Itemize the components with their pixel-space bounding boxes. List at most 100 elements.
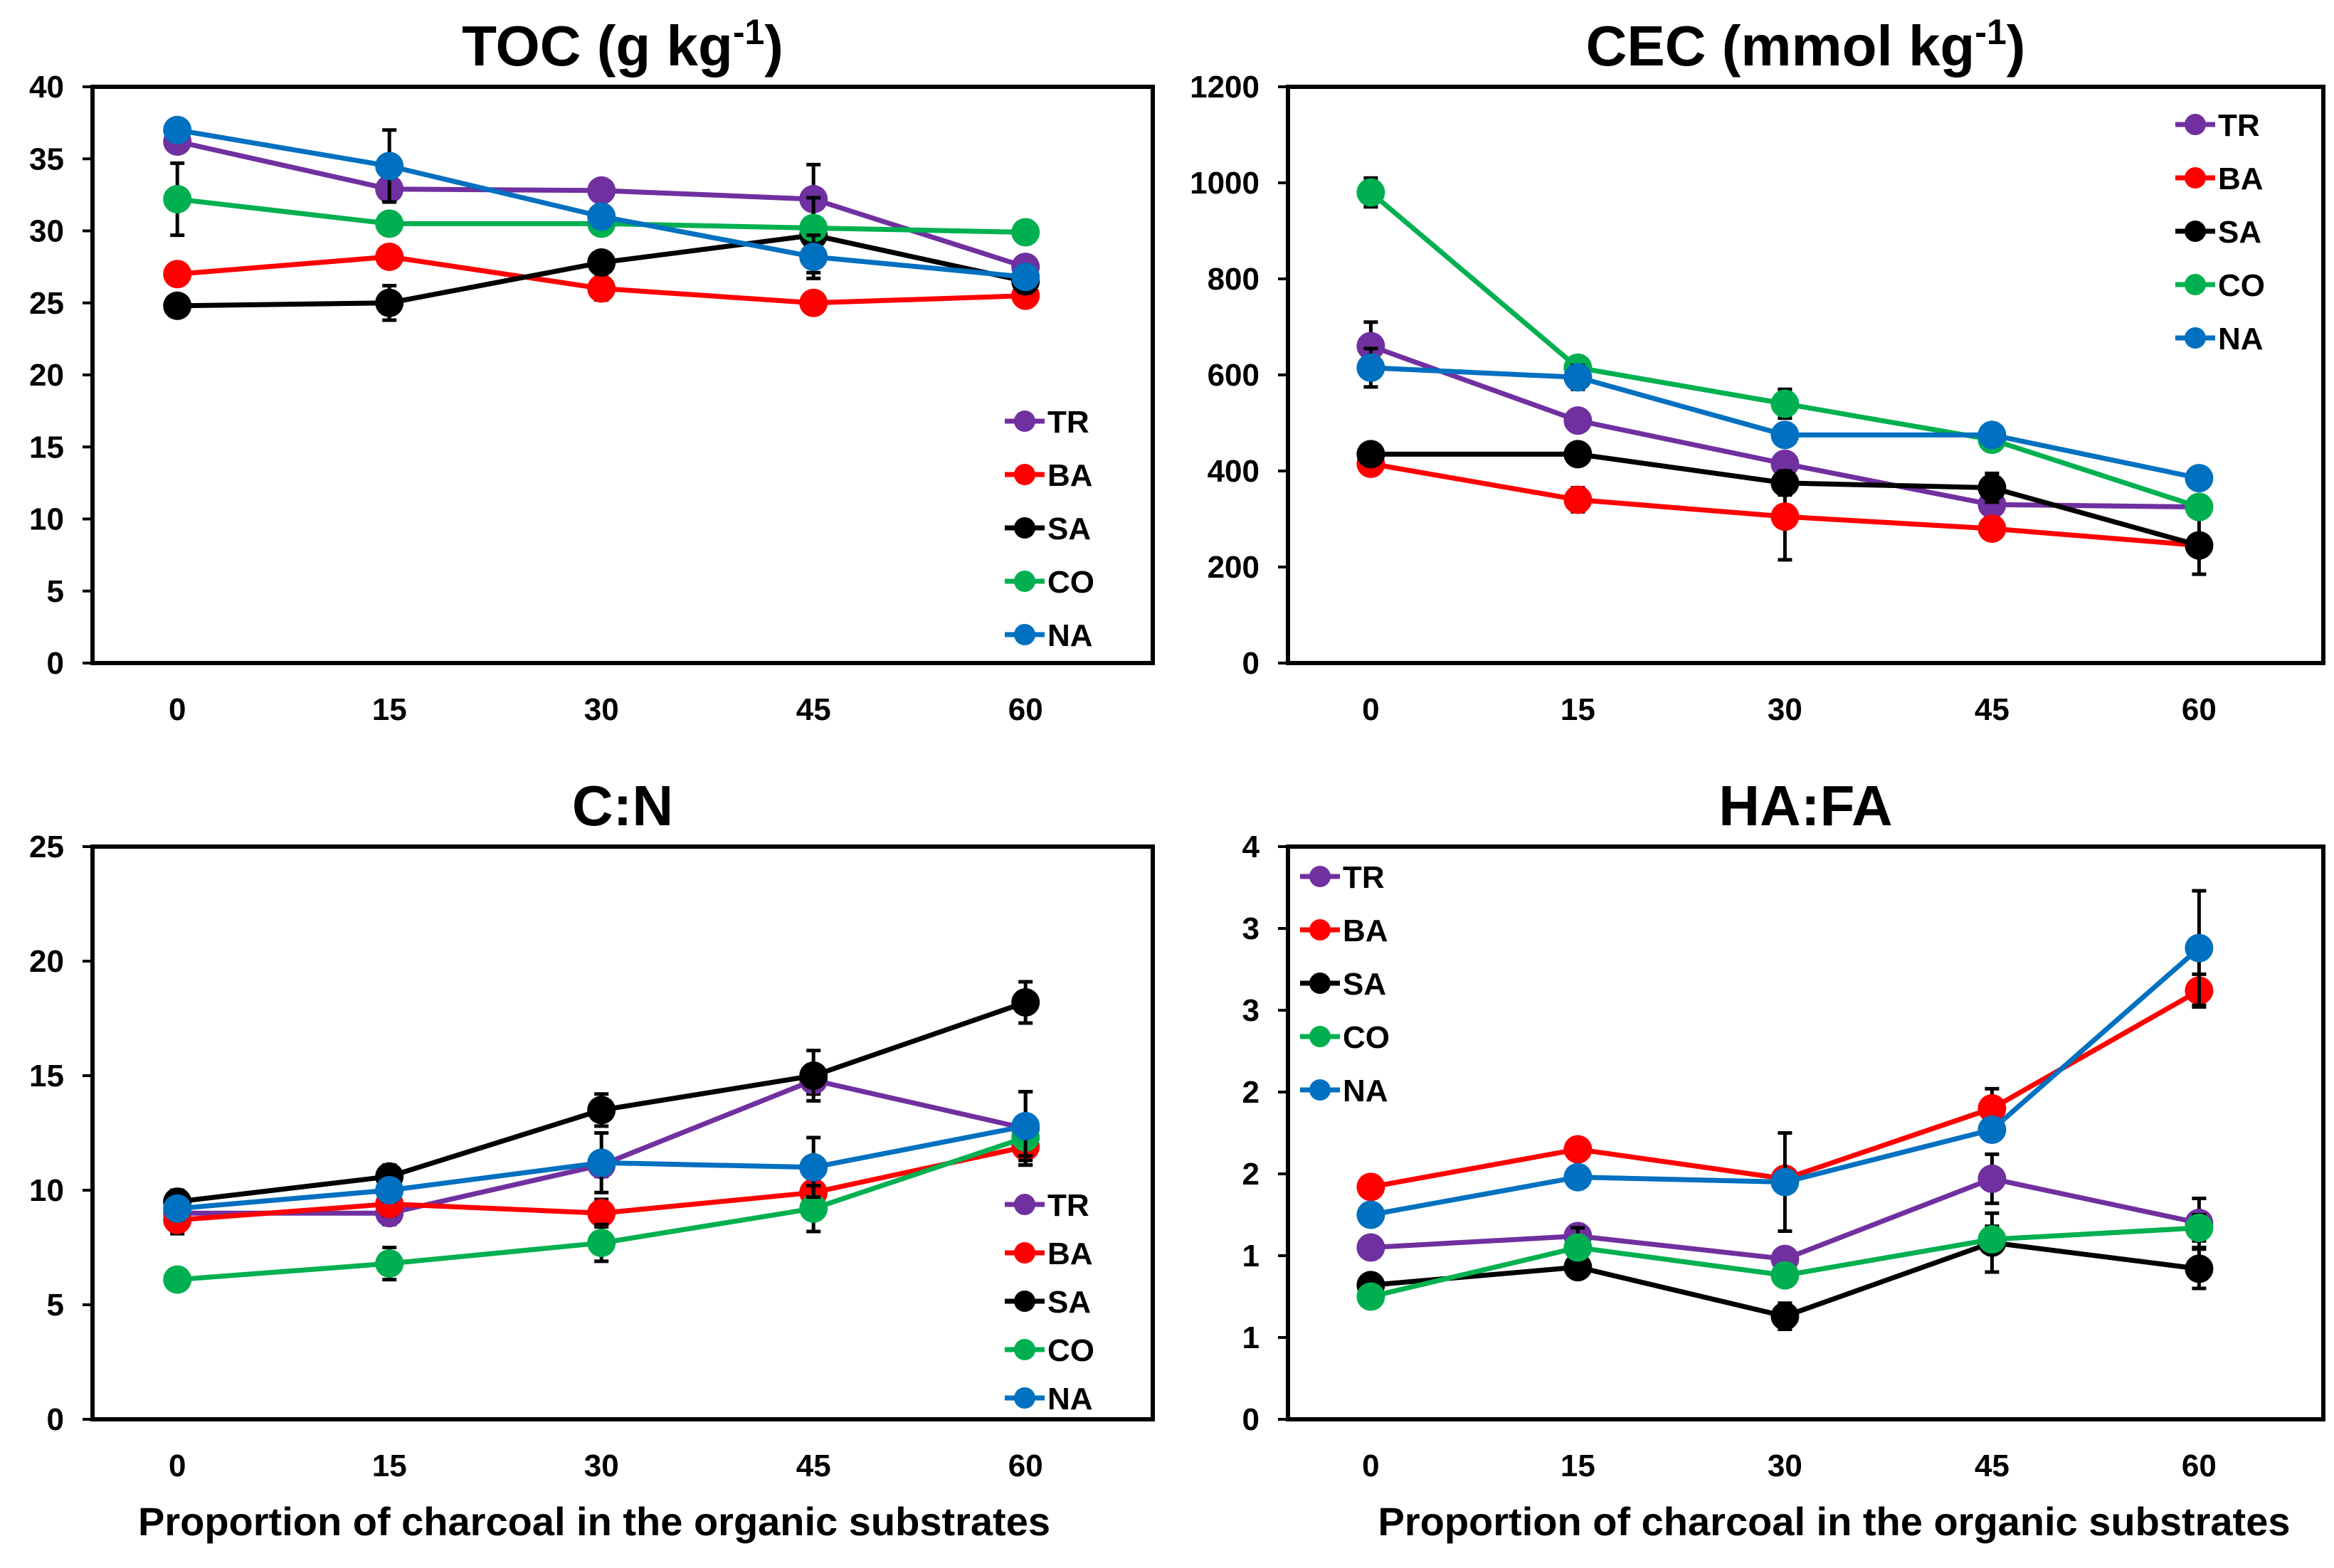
chart-panel-1: TOC (g kg-1) 0 5 10 15 20 25 30 35 40 0 15 30 45 60 TR B… (29, 12, 1155, 727)
legend-label: NA (1343, 1074, 1388, 1108)
y-tick-label: 40 (29, 70, 64, 105)
data-point (1563, 406, 1593, 435)
data-point (1977, 514, 2007, 543)
y-tick-label: 3 (1242, 993, 1260, 1028)
data-point (1977, 1225, 2007, 1254)
series-na (1356, 889, 2214, 1233)
plot-frame (90, 85, 1155, 665)
y-tick-label: 0 (47, 1402, 64, 1437)
x-axis-label: Proportion of charcoal in the organic su… (1378, 1499, 2291, 1544)
plot-frame (1286, 85, 2325, 665)
x-tick-label: 15 (372, 1448, 407, 1483)
data-point (2185, 492, 2214, 521)
legend-swatch-marker (2185, 221, 2206, 242)
legend-swatch-marker (1014, 517, 1035, 539)
data-point (1770, 502, 1800, 531)
chart-title: TOC (g kg-1) (462, 12, 783, 78)
data-point (1563, 485, 1593, 514)
data-point (799, 242, 828, 271)
data-point (375, 209, 404, 238)
data-point (1356, 332, 1385, 361)
y-tick-label: 0 (1242, 646, 1260, 681)
y-tick-label: 800 (1208, 262, 1260, 297)
legend: TR BA SA CO NA (1005, 1188, 1094, 1416)
data-point (1563, 1162, 1593, 1192)
data-point (587, 248, 616, 277)
chart-title: C:N (572, 774, 673, 837)
data-point (1770, 1261, 1800, 1290)
x-tick-label: 0 (169, 1448, 186, 1483)
data-point (1356, 1200, 1385, 1229)
legend-label: SA (2218, 215, 2261, 250)
legend-label: CO (1343, 1020, 1390, 1055)
y-tick-label: 10 (29, 502, 64, 537)
data-point (375, 152, 404, 181)
chart-panel-3: C:N 0 5 10 15 20 25 0 15 30 45 60 Proportion of char… (29, 774, 1155, 1544)
data-point (163, 291, 192, 320)
data-point (2185, 531, 2214, 560)
legend-label: SA (1343, 967, 1386, 1002)
legend-label: NA (1047, 1382, 1093, 1416)
data-point (1770, 420, 1800, 450)
data-point (1356, 353, 1385, 382)
title-superscript: -1 (733, 12, 764, 52)
series-sa (1356, 440, 2214, 576)
y-tick-label: 400 (1208, 454, 1260, 489)
data-point (375, 242, 404, 271)
x-tick-label: 30 (584, 692, 619, 727)
legend-label: TR (1343, 860, 1385, 895)
data-point (587, 274, 616, 303)
y-tick-label: 25 (29, 286, 64, 321)
legend: TR BA SA CO NA (2175, 108, 2265, 356)
title-close: ) (764, 14, 783, 78)
y-tick-label: 4 (1242, 830, 1260, 864)
legend-label: CO (2218, 268, 2265, 303)
legend-label: BA (1047, 458, 1093, 493)
data-point (1977, 420, 2007, 450)
data-point (2185, 1213, 2214, 1242)
series-na (163, 115, 1040, 292)
chart-panel-2: CEC (mmol kg-1) 0 200 400 600 800 1000 1200 0 15 3… (1190, 12, 2325, 727)
y-tick-label: 200 (1208, 550, 1260, 585)
data-point (587, 176, 616, 205)
y-tick-label: 20 (29, 944, 64, 979)
x-tick-label: 45 (1975, 692, 2010, 727)
data-point (1356, 1172, 1385, 1202)
data-point (587, 1148, 616, 1177)
legend-swatch-marker (1309, 1079, 1331, 1101)
y-tick-label: 35 (29, 142, 64, 176)
y-tick-label: 1 (1242, 1320, 1260, 1355)
legend-swatch-marker (2185, 274, 2206, 295)
y-tick-label: 5 (47, 1288, 64, 1323)
x-axis-label: Proportion of charcoal in the organic su… (138, 1499, 1050, 1544)
y-tick-label: 20 (29, 358, 64, 393)
legend-swatch-marker (1309, 973, 1331, 994)
legend-swatch-marker (1014, 1291, 1035, 1312)
legend-swatch-marker (1014, 1387, 1035, 1409)
data-point (1563, 1135, 1593, 1164)
y-tick-label: 25 (29, 830, 64, 864)
x-tick-label: 60 (1008, 1448, 1043, 1483)
data-point (1977, 1115, 2007, 1144)
x-tick-label: 30 (584, 1448, 619, 1483)
data-point (1770, 1302, 1800, 1331)
legend-label: TR (1047, 1188, 1089, 1223)
data-point (163, 184, 192, 213)
y-tick-label: 3 (1242, 911, 1260, 946)
data-point (1977, 1164, 2007, 1193)
y-tick-label: 15 (29, 430, 64, 465)
data-point (1977, 1094, 2007, 1123)
data-point (375, 1249, 404, 1278)
legend: TR BA SA CO NA (1005, 405, 1094, 653)
legend-label: TR (2218, 108, 2260, 143)
y-tick-label: 1200 (1190, 70, 1260, 105)
x-tick-label: 60 (2182, 692, 2217, 727)
y-tick-label: 1 (1242, 1239, 1260, 1273)
legend-swatch-marker (1014, 464, 1035, 485)
legend-label: TR (1047, 405, 1089, 440)
chart-title: CEC (mmol kg-1) (1586, 12, 2026, 78)
data-point (163, 1194, 192, 1223)
legend: TR BA SA CO NA (1300, 860, 1390, 1108)
data-point (587, 1199, 616, 1228)
legend-swatch-marker (1014, 1339, 1035, 1360)
